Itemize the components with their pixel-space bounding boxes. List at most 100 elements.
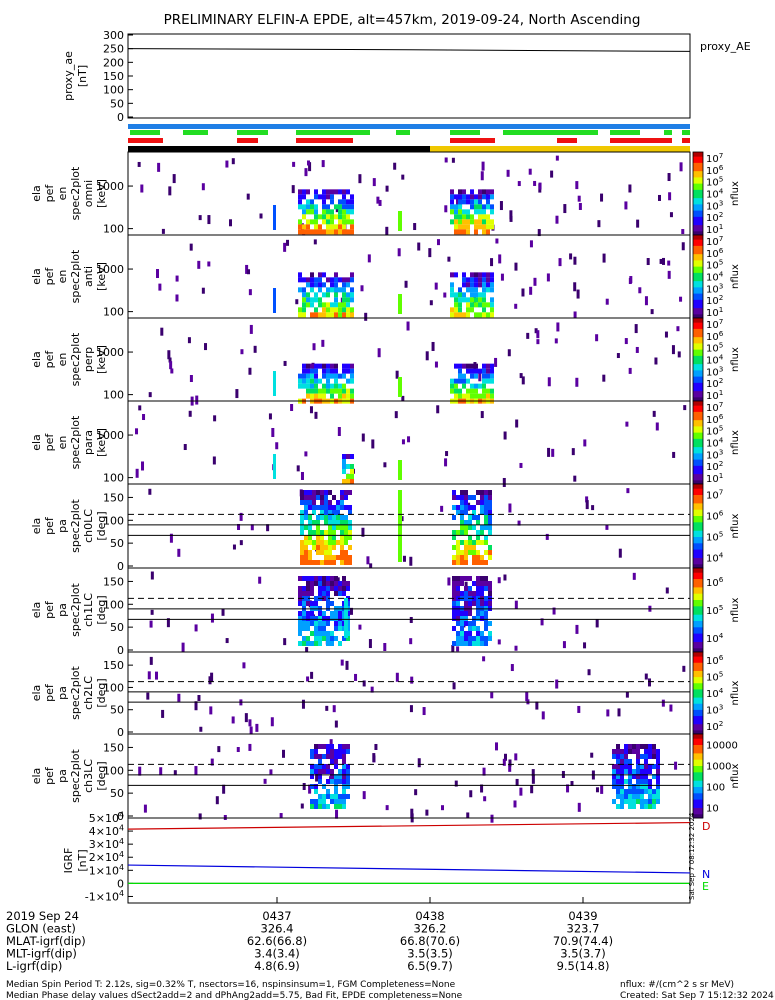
spectrogram-pixel xyxy=(672,451,676,458)
spectrogram-pixel xyxy=(310,641,314,646)
colorbar-tick-label: 101 xyxy=(706,471,723,485)
spectrogram-pixel xyxy=(644,799,648,804)
legend-N: N xyxy=(702,868,710,881)
spectrogram-pixel xyxy=(468,520,472,525)
spectrogram-pixel xyxy=(482,302,486,308)
colorbar-cell xyxy=(693,693,703,696)
spectrogram-pixel xyxy=(330,616,334,621)
spectrogram-pixel xyxy=(616,794,620,799)
spectrogram-pixel xyxy=(334,383,338,389)
spectrogram-pixel xyxy=(175,294,179,302)
y-axis-label: ela xyxy=(30,518,43,535)
spectrogram-pixel xyxy=(464,636,468,641)
spectrogram-pixel xyxy=(244,713,248,723)
spectrogram-pixel xyxy=(462,219,466,225)
spectrogram-pixel xyxy=(472,525,476,530)
spectrogram-pixel xyxy=(665,587,669,594)
spectrogram-pixel xyxy=(476,560,480,565)
spectrogram-pixel xyxy=(350,307,354,313)
colorbar-cell xyxy=(693,534,703,537)
spectrogram-pixel xyxy=(314,621,318,626)
spectrogram-pixel xyxy=(338,611,342,616)
spectrogram-pixel xyxy=(328,525,332,530)
spectrogram-pixel xyxy=(300,525,304,530)
spectrogram-pixel xyxy=(225,160,229,168)
status-bar-yellow xyxy=(430,146,690,152)
spectrogram-pixel xyxy=(322,302,326,308)
spectrogram-pixel xyxy=(310,631,314,636)
spectrogram-pixel xyxy=(483,796,487,802)
spectrogram-pixel xyxy=(338,749,342,754)
spectrogram-pixel xyxy=(348,490,352,495)
spectrogram-pixel xyxy=(318,302,322,308)
spectrogram-pixel xyxy=(314,799,318,804)
spectrogram-pixel xyxy=(462,292,466,298)
spectrogram-pixel xyxy=(306,636,310,641)
spectrogram-pixel xyxy=(312,545,316,550)
spectrogram-pixel xyxy=(328,545,332,550)
y-tick-label: 1000 xyxy=(96,180,124,193)
spectrogram-pixel xyxy=(490,204,494,210)
colorbar-cell xyxy=(693,475,703,479)
colorbar-cell xyxy=(693,162,703,165)
spectrogram-pixel xyxy=(342,804,346,809)
spectrogram-pixel xyxy=(148,488,152,495)
spectrogram-pixel xyxy=(521,288,525,297)
spectrogram-pixel xyxy=(316,490,320,495)
spectrogram-pixel xyxy=(398,294,402,314)
spectrogram-pixel xyxy=(342,277,346,283)
colorbar-tick-label: 106 xyxy=(706,509,724,523)
spectrogram-pixel xyxy=(462,282,466,288)
spectrogram-pixel xyxy=(451,645,455,653)
spectrogram-pixel xyxy=(310,363,314,369)
spectrogram-pixel xyxy=(490,277,494,283)
spectrogram-pixel xyxy=(486,388,490,394)
spectrogram-pixel xyxy=(302,297,306,303)
spectrogram-pixel xyxy=(488,601,492,606)
spectrogram-pixel xyxy=(474,297,478,303)
spectrogram-pixel xyxy=(470,287,474,293)
spectrogram-pixel xyxy=(346,302,350,308)
spectrogram-pixel xyxy=(350,224,354,230)
spectrogram-pixel xyxy=(562,641,566,649)
colorbar-cell xyxy=(693,419,703,423)
colorbar-cell xyxy=(693,656,703,659)
spectrogram-pixel xyxy=(338,799,342,804)
spectrogram-pixel xyxy=(247,269,251,275)
spectrogram-pixel xyxy=(302,229,306,235)
spectrogram-pixel xyxy=(488,500,492,505)
spectrogram-pixel xyxy=(681,242,685,251)
spectrogram-pixel xyxy=(308,525,312,530)
spectrogram-pixel xyxy=(340,555,344,560)
spectrogram-pixel xyxy=(617,708,621,717)
spectrogram-pixel xyxy=(628,789,632,794)
spectrogram-pixel xyxy=(474,312,478,318)
spectrogram-pixel xyxy=(383,642,387,651)
colorbar-cell xyxy=(693,237,703,240)
spectrogram-pixel xyxy=(302,307,306,313)
spectrogram-pixel xyxy=(478,368,482,374)
colorbar-cell xyxy=(693,555,703,558)
spectrogram-pixel xyxy=(490,297,494,303)
y-axis-label: proxy_ae xyxy=(62,51,75,101)
spectrogram-pixel xyxy=(326,744,330,749)
colorbar-cell xyxy=(693,457,703,460)
spectrogram-pixel xyxy=(470,292,474,298)
y-axis-label: spec2plot xyxy=(69,749,82,803)
colorbar-cell xyxy=(693,392,703,396)
colorbar-cell xyxy=(693,707,703,710)
spectrogram-pixel xyxy=(490,363,494,369)
spectrogram-pixel xyxy=(157,162,161,172)
spectrogram-pixel xyxy=(346,219,350,225)
spectrogram-pixel xyxy=(476,530,480,535)
spectrogram-pixel xyxy=(310,393,314,399)
spectrogram-pixel xyxy=(667,260,671,266)
spectrogram-pixel xyxy=(326,204,330,210)
colorbar-tick-label: 106 xyxy=(706,653,724,667)
spectrogram-pixel xyxy=(488,555,492,560)
colorbar-cell xyxy=(693,752,703,756)
spectrogram-pixel xyxy=(508,763,512,772)
spectrogram-pixel xyxy=(490,219,494,225)
